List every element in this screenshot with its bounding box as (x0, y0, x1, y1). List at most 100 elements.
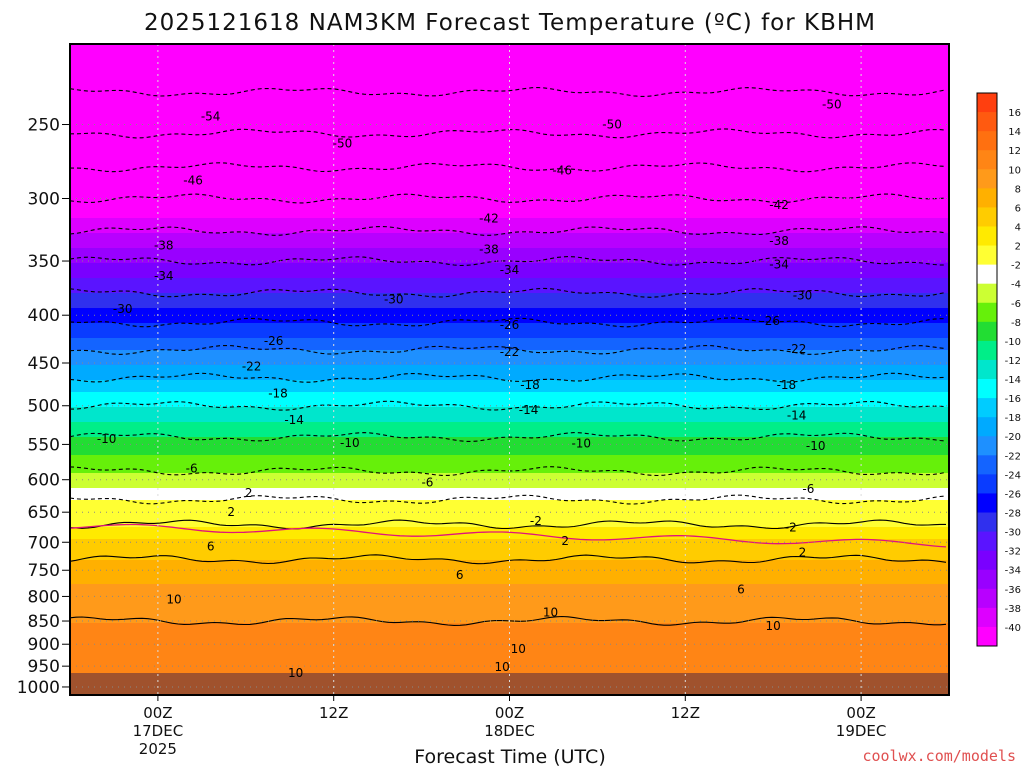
temperature-band (70, 641, 949, 645)
temperature-band (70, 467, 949, 471)
temperature-band (70, 95, 949, 99)
temperature-band (70, 449, 949, 453)
contour-label: -18 (520, 378, 540, 392)
chart-title: 2025121618 NAM3KM Forecast Temperature (… (144, 10, 876, 36)
contour-label: -22 (787, 342, 807, 356)
temperature-band (70, 359, 949, 363)
temperature-band (70, 671, 949, 675)
contour-label: -22 (242, 360, 262, 374)
temperature-band (70, 329, 949, 333)
contour-label: 2 (245, 486, 253, 500)
temperature-band (70, 377, 949, 381)
colorbar-tick-label: 8 (1015, 184, 1021, 195)
temperature-band (70, 569, 949, 573)
contour-label: -50 (822, 98, 842, 112)
temperature-band (70, 545, 949, 549)
colorbar-tick-label: -38 (1005, 604, 1021, 615)
temperature-band (70, 215, 949, 219)
y-tick-label: 650 (28, 503, 60, 523)
y-tick-label: 250 (28, 116, 60, 136)
colorbar-tick-label: -30 (1005, 528, 1021, 539)
y-tick-label: 800 (28, 587, 60, 607)
colorbar-tick-label: -6 (1011, 299, 1021, 310)
contour-label: -2 (530, 514, 542, 528)
contour-label: -30 (793, 288, 813, 302)
temperature-band (70, 575, 949, 579)
temperature-band (70, 71, 949, 75)
temperature-band (70, 59, 949, 63)
colorbar-tick-label: 2 (1015, 242, 1021, 253)
y-tick-label: 500 (28, 397, 60, 417)
contour-label: -50 (602, 118, 622, 132)
temperature-band (70, 647, 949, 651)
contour-label: -34 (500, 263, 520, 277)
temperature-band (70, 149, 949, 153)
temperature-band (70, 281, 949, 285)
temperature-band (70, 323, 949, 327)
colorbar-tick-label: -22 (1005, 451, 1021, 462)
temperature-band (70, 167, 949, 171)
colorbar-swatch (977, 340, 997, 361)
temperature-band (70, 233, 949, 237)
colorbar-swatch (977, 493, 997, 514)
contour-label: -26 (500, 318, 520, 332)
temperature-band (70, 395, 949, 399)
contour-label: -46 (552, 163, 572, 177)
contour-label: -14 (284, 413, 304, 427)
contour-label: 6 (456, 568, 464, 582)
colorbar-frame (976, 92, 998, 647)
contour-label: -14 (519, 403, 539, 417)
contour-label: 10 (495, 660, 510, 674)
contour-label: 2 (561, 534, 569, 548)
colorbar-tick-label: 10 (1008, 165, 1021, 176)
contour-label: -10 (340, 436, 360, 450)
contour-line (70, 554, 947, 565)
temperature-band (70, 515, 949, 519)
temperature-band (70, 275, 949, 279)
temperature-band (70, 299, 949, 303)
temperature-band (70, 461, 949, 465)
colorbar-tick-label: -24 (1005, 470, 1021, 481)
temperature-band (70, 179, 949, 183)
temperature-band (70, 437, 949, 441)
temperature-band (70, 245, 949, 249)
colorbar-swatch (977, 188, 997, 208)
temperature-band (70, 251, 949, 255)
temperature-band (70, 335, 949, 339)
freezing-line (70, 523, 947, 548)
y-tick-label: 300 (28, 189, 60, 209)
contour-label: -34 (769, 257, 789, 271)
contour-label: -38 (769, 234, 789, 248)
contour-label: -38 (479, 242, 499, 256)
contour-label: 10 (766, 619, 781, 633)
contour-label: 10 (543, 605, 558, 619)
temperature-band (70, 353, 949, 357)
temperature-band (70, 599, 949, 603)
temperature-band (70, 491, 949, 495)
contour-label: 6 (207, 539, 215, 553)
temperature-band (70, 101, 949, 105)
y-tick-label: 750 (28, 561, 60, 581)
temperature-band (70, 509, 949, 513)
temperature-band (70, 413, 949, 417)
colorbar-swatch (977, 207, 997, 227)
y-tick-label: 700 (28, 533, 60, 553)
contour-labels: -54-50-50-50-46-46-42-42-38 -38-38-34 -34-… (97, 98, 842, 680)
temperature-band (70, 485, 949, 489)
contour-label: 10 (511, 642, 526, 656)
contour-label: -10 (97, 432, 117, 446)
temperature-band (70, 371, 949, 375)
temperature-band (70, 137, 949, 141)
colorbar-swatch (977, 398, 997, 418)
temperature-band (70, 659, 949, 663)
colorbar-tick-label: -16 (1005, 394, 1021, 405)
temperature-band (70, 503, 949, 507)
y-tick-label: 850 (28, 612, 60, 632)
y-tick-label: 450 (28, 354, 60, 374)
temperature-band (70, 623, 949, 627)
x-tick-label: 2025 (139, 740, 177, 758)
x-tick-label: 00Z (143, 704, 172, 722)
colorbar-swatch (977, 359, 997, 380)
colorbar-swatch (977, 626, 997, 647)
